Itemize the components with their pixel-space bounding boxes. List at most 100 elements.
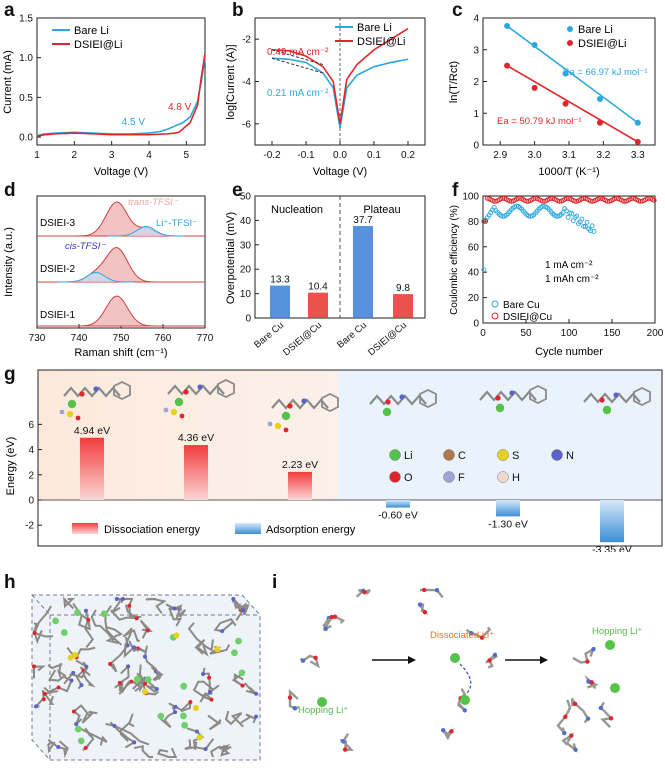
bar-2 bbox=[353, 226, 373, 318]
polymer-chain bbox=[145, 680, 159, 694]
lithium-ion bbox=[100, 610, 108, 618]
bar-value-label: 10.4 bbox=[308, 282, 328, 293]
point-bare bbox=[563, 208, 569, 214]
y-tick-label: 3 bbox=[473, 45, 479, 56]
lithium-atom bbox=[382, 407, 392, 417]
sulfur-atom bbox=[67, 654, 74, 661]
atom-label-F: F bbox=[458, 472, 465, 484]
oxygen-atom bbox=[283, 427, 289, 433]
data-point bbox=[596, 95, 603, 102]
energy-bar-4 bbox=[496, 500, 520, 517]
lithium-ion bbox=[157, 712, 165, 720]
group-plateau: Plateau bbox=[363, 204, 400, 216]
lithium-atom bbox=[67, 399, 77, 409]
oxygen-atom bbox=[569, 733, 574, 738]
nitrogen-atom bbox=[201, 672, 206, 677]
nitrogen-atom bbox=[114, 597, 119, 601]
raman-peak-2 bbox=[37, 295, 205, 327]
molecule-backbone-0 bbox=[63, 386, 121, 398]
legend-bare: Bare Li bbox=[357, 22, 392, 34]
arrow-1-head bbox=[408, 656, 416, 664]
bar-1 bbox=[308, 292, 328, 318]
y-tick-label: -2 bbox=[242, 35, 251, 46]
lithium-ion bbox=[74, 725, 82, 733]
oxygen-atom bbox=[287, 695, 293, 700]
oxygen-atom bbox=[422, 609, 428, 615]
molecule-backbone-5 bbox=[583, 392, 641, 404]
chart-e: 0 10 20 30 40 50 13.3 Bare Cu 10.4 DSIEI@Cu 37.7 Ba… bbox=[225, 192, 426, 358]
oxygen-atom bbox=[188, 699, 193, 704]
point-dsiei bbox=[572, 198, 578, 204]
oxygen-atom bbox=[585, 659, 590, 664]
polymer-chain bbox=[231, 671, 245, 687]
oxygen-atom bbox=[75, 415, 81, 421]
oxygen-atom bbox=[56, 685, 61, 690]
oxygen-atom bbox=[83, 745, 88, 750]
legend-dissociation: Dissociation energy bbox=[104, 524, 200, 536]
point-dsiei bbox=[651, 197, 657, 203]
nitrogen-atom bbox=[71, 670, 76, 675]
panel-label-i: i bbox=[272, 572, 278, 593]
y-axis-label: log[Current (A)] bbox=[225, 44, 237, 119]
y-tick-label: 40 bbox=[240, 216, 252, 227]
series-line-0 bbox=[271, 57, 409, 129]
oxygen-atom bbox=[421, 587, 427, 593]
x-axis-label: Cycle number bbox=[535, 346, 603, 358]
x-tick-label: 100 bbox=[561, 328, 578, 339]
oxygen-atom bbox=[572, 701, 578, 706]
fluorine-atom bbox=[59, 409, 65, 415]
oxygen-atom bbox=[487, 658, 492, 663]
lithium-ion bbox=[605, 640, 615, 650]
chart-c: 2.9 3.0 3.1 3.2 3.3 0 1 2 3 4 1000/T (K⁻¹) ln(T/R… bbox=[448, 14, 656, 178]
point-bare bbox=[582, 223, 588, 229]
point-bare bbox=[584, 219, 590, 225]
point-dsiei bbox=[629, 195, 635, 201]
panel-label-g: g bbox=[4, 364, 16, 385]
legend-dsiei: DSIEI@Li bbox=[74, 39, 122, 51]
panel-label-c: c bbox=[452, 0, 463, 21]
energy-bar-3 bbox=[386, 500, 410, 508]
x-axis-label: Voltage (V) bbox=[94, 166, 148, 178]
shoulder-peak-1 bbox=[57, 271, 134, 283]
x-tick-label: 0.1 bbox=[367, 150, 381, 161]
chart-f: 0 50 100 150 200 0 20 40 60 80 100 Cycle number Co… bbox=[449, 192, 664, 359]
lithium-ion bbox=[238, 669, 246, 677]
lithium-ion bbox=[180, 712, 187, 720]
y-tick-label: 1 bbox=[473, 109, 479, 120]
annotation-ea-bare: Ea = 66.97 kJ mol⁻¹ bbox=[563, 67, 647, 78]
nitrogen-atom bbox=[301, 398, 307, 404]
oxygen-atom bbox=[495, 395, 501, 401]
oxygen-atom bbox=[32, 664, 36, 669]
label-hopping-1: Hopping Li⁺ bbox=[298, 705, 348, 716]
lithium-ion bbox=[180, 682, 188, 690]
chart-b: -0.2 -0.1 0.0 0.1 0.2 -6 -4 -2 Voltage (V) log[… bbox=[225, 17, 426, 178]
y-tick-label: 80 bbox=[468, 217, 480, 228]
legend-bare: Bare Li bbox=[74, 25, 109, 37]
sulfur-atom bbox=[170, 408, 178, 416]
x-tick-label: -0.2 bbox=[263, 150, 281, 161]
sulfur-atom bbox=[72, 651, 79, 658]
energy-bar-0 bbox=[80, 437, 104, 500]
point-bare bbox=[581, 223, 587, 229]
x-tick-label: 150 bbox=[604, 328, 621, 339]
x-tick-label: 2.9 bbox=[493, 150, 507, 161]
oxygen-atom bbox=[329, 614, 334, 620]
y-tick-label: 10 bbox=[240, 289, 252, 300]
nitrogen-atom bbox=[207, 690, 212, 695]
molecule-backbone-2 bbox=[271, 398, 329, 410]
y-tick-label: 30 bbox=[240, 240, 252, 251]
atom-label-Li: Li bbox=[404, 450, 413, 462]
fit-line-0 bbox=[506, 25, 639, 124]
y-tick-label: -6 bbox=[242, 119, 251, 130]
nitrogen-atom bbox=[154, 687, 159, 692]
y-tick-label: 0.5 bbox=[19, 93, 33, 104]
atom-label-S: S bbox=[512, 450, 519, 462]
data-point bbox=[504, 22, 511, 29]
nitrogen-atom bbox=[509, 390, 515, 396]
series-line-1 bbox=[271, 27, 409, 124]
nitrogen-atom bbox=[173, 710, 178, 715]
y-axis-label: Intensity (a.u.) bbox=[3, 227, 15, 297]
polymer-chain bbox=[122, 627, 140, 642]
point-dsiei bbox=[539, 198, 545, 204]
polymer-chain bbox=[213, 617, 237, 633]
